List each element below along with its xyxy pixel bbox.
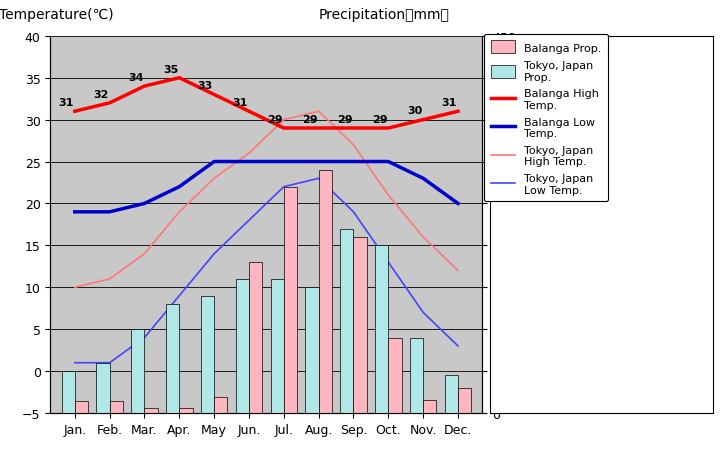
Text: 29: 29 <box>372 115 387 124</box>
Text: 30: 30 <box>407 106 422 116</box>
Text: 31: 31 <box>58 98 73 108</box>
Bar <box>271 279 284 413</box>
Text: 29: 29 <box>267 115 283 124</box>
Bar <box>305 288 319 413</box>
Text: Precipitation（mm）: Precipitation（mm） <box>318 8 449 22</box>
Bar <box>179 408 192 413</box>
Bar <box>341 229 354 413</box>
Legend: Balanga Prop., Tokyo, Japan
Prop., Balanga High
Temp., Balanga Low
Temp., Tokyo,: Balanga Prop., Tokyo, Japan Prop., Balan… <box>484 35 608 202</box>
Text: 29: 29 <box>302 115 318 124</box>
Bar <box>284 187 297 413</box>
Text: 31: 31 <box>441 98 457 108</box>
Bar <box>131 330 145 413</box>
Bar <box>249 263 262 413</box>
Bar <box>388 338 402 413</box>
Bar <box>423 401 436 413</box>
Bar <box>75 401 88 413</box>
Bar <box>96 363 109 413</box>
Text: 31: 31 <box>233 98 248 108</box>
Bar <box>201 296 214 413</box>
Bar <box>445 375 458 413</box>
Text: Temperature(℃): Temperature(℃) <box>0 8 113 22</box>
Text: 35: 35 <box>163 64 179 74</box>
Text: 29: 29 <box>337 115 353 124</box>
Text: 33: 33 <box>198 81 213 91</box>
Bar <box>109 401 123 413</box>
Bar <box>166 304 179 413</box>
Bar <box>410 338 423 413</box>
Bar <box>354 237 366 413</box>
Text: 34: 34 <box>128 73 143 83</box>
Bar <box>458 388 472 413</box>
Bar <box>235 279 249 413</box>
Bar <box>214 397 228 413</box>
Bar <box>319 171 332 413</box>
Text: 32: 32 <box>93 90 109 100</box>
Bar <box>145 408 158 413</box>
Bar <box>375 246 388 413</box>
Bar <box>61 371 75 413</box>
